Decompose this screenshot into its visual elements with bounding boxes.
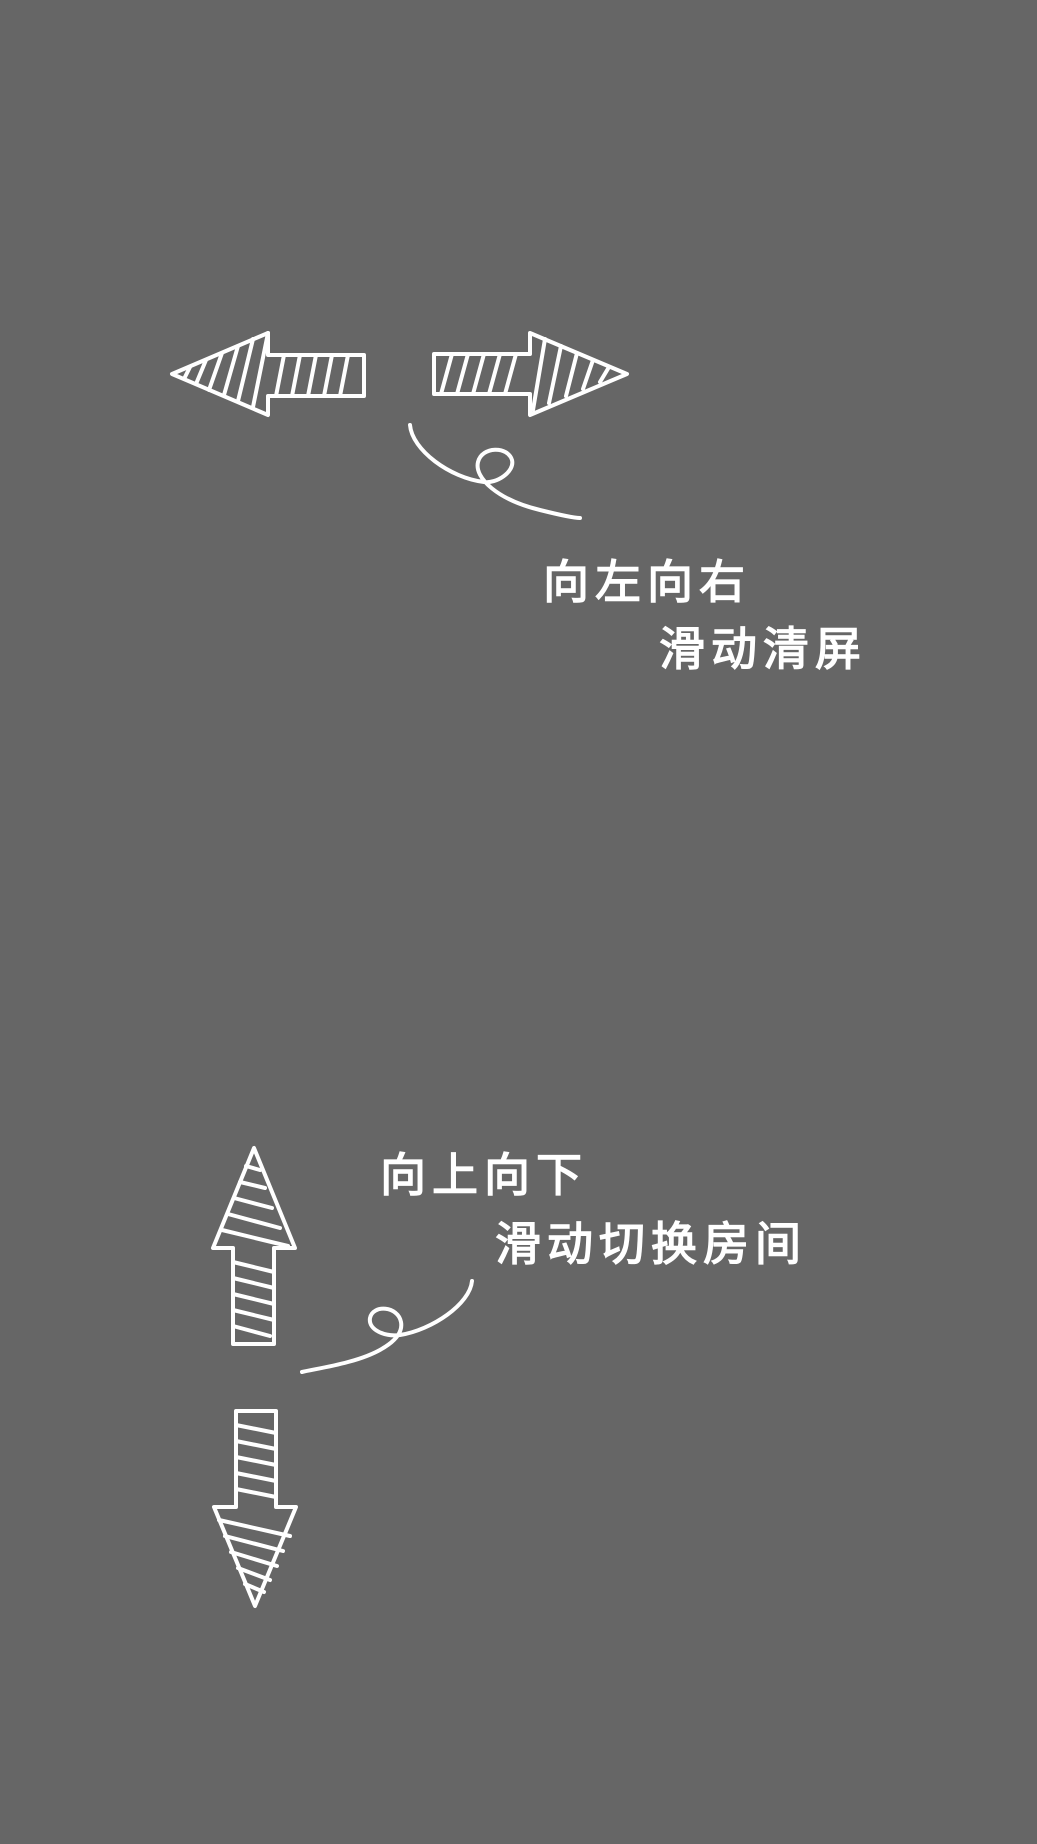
vertical-swipe-hint-line1: 向上向下: [380, 1148, 588, 1202]
horizontal-swipe-hint-line2: 滑动清屏: [659, 622, 867, 676]
arrow-right-icon: [432, 331, 629, 417]
arrow-left-icon: [170, 331, 366, 417]
curly-pointer-icon: [300, 1279, 474, 1374]
horizontal-swipe-hint-line1: 向左向右: [543, 555, 751, 609]
arrow-down-icon: [212, 1409, 298, 1608]
arrow-up-icon: [211, 1146, 297, 1346]
curly-pointer-icon: [408, 423, 582, 520]
vertical-swipe-hint-line2: 滑动切换房间: [495, 1217, 807, 1271]
